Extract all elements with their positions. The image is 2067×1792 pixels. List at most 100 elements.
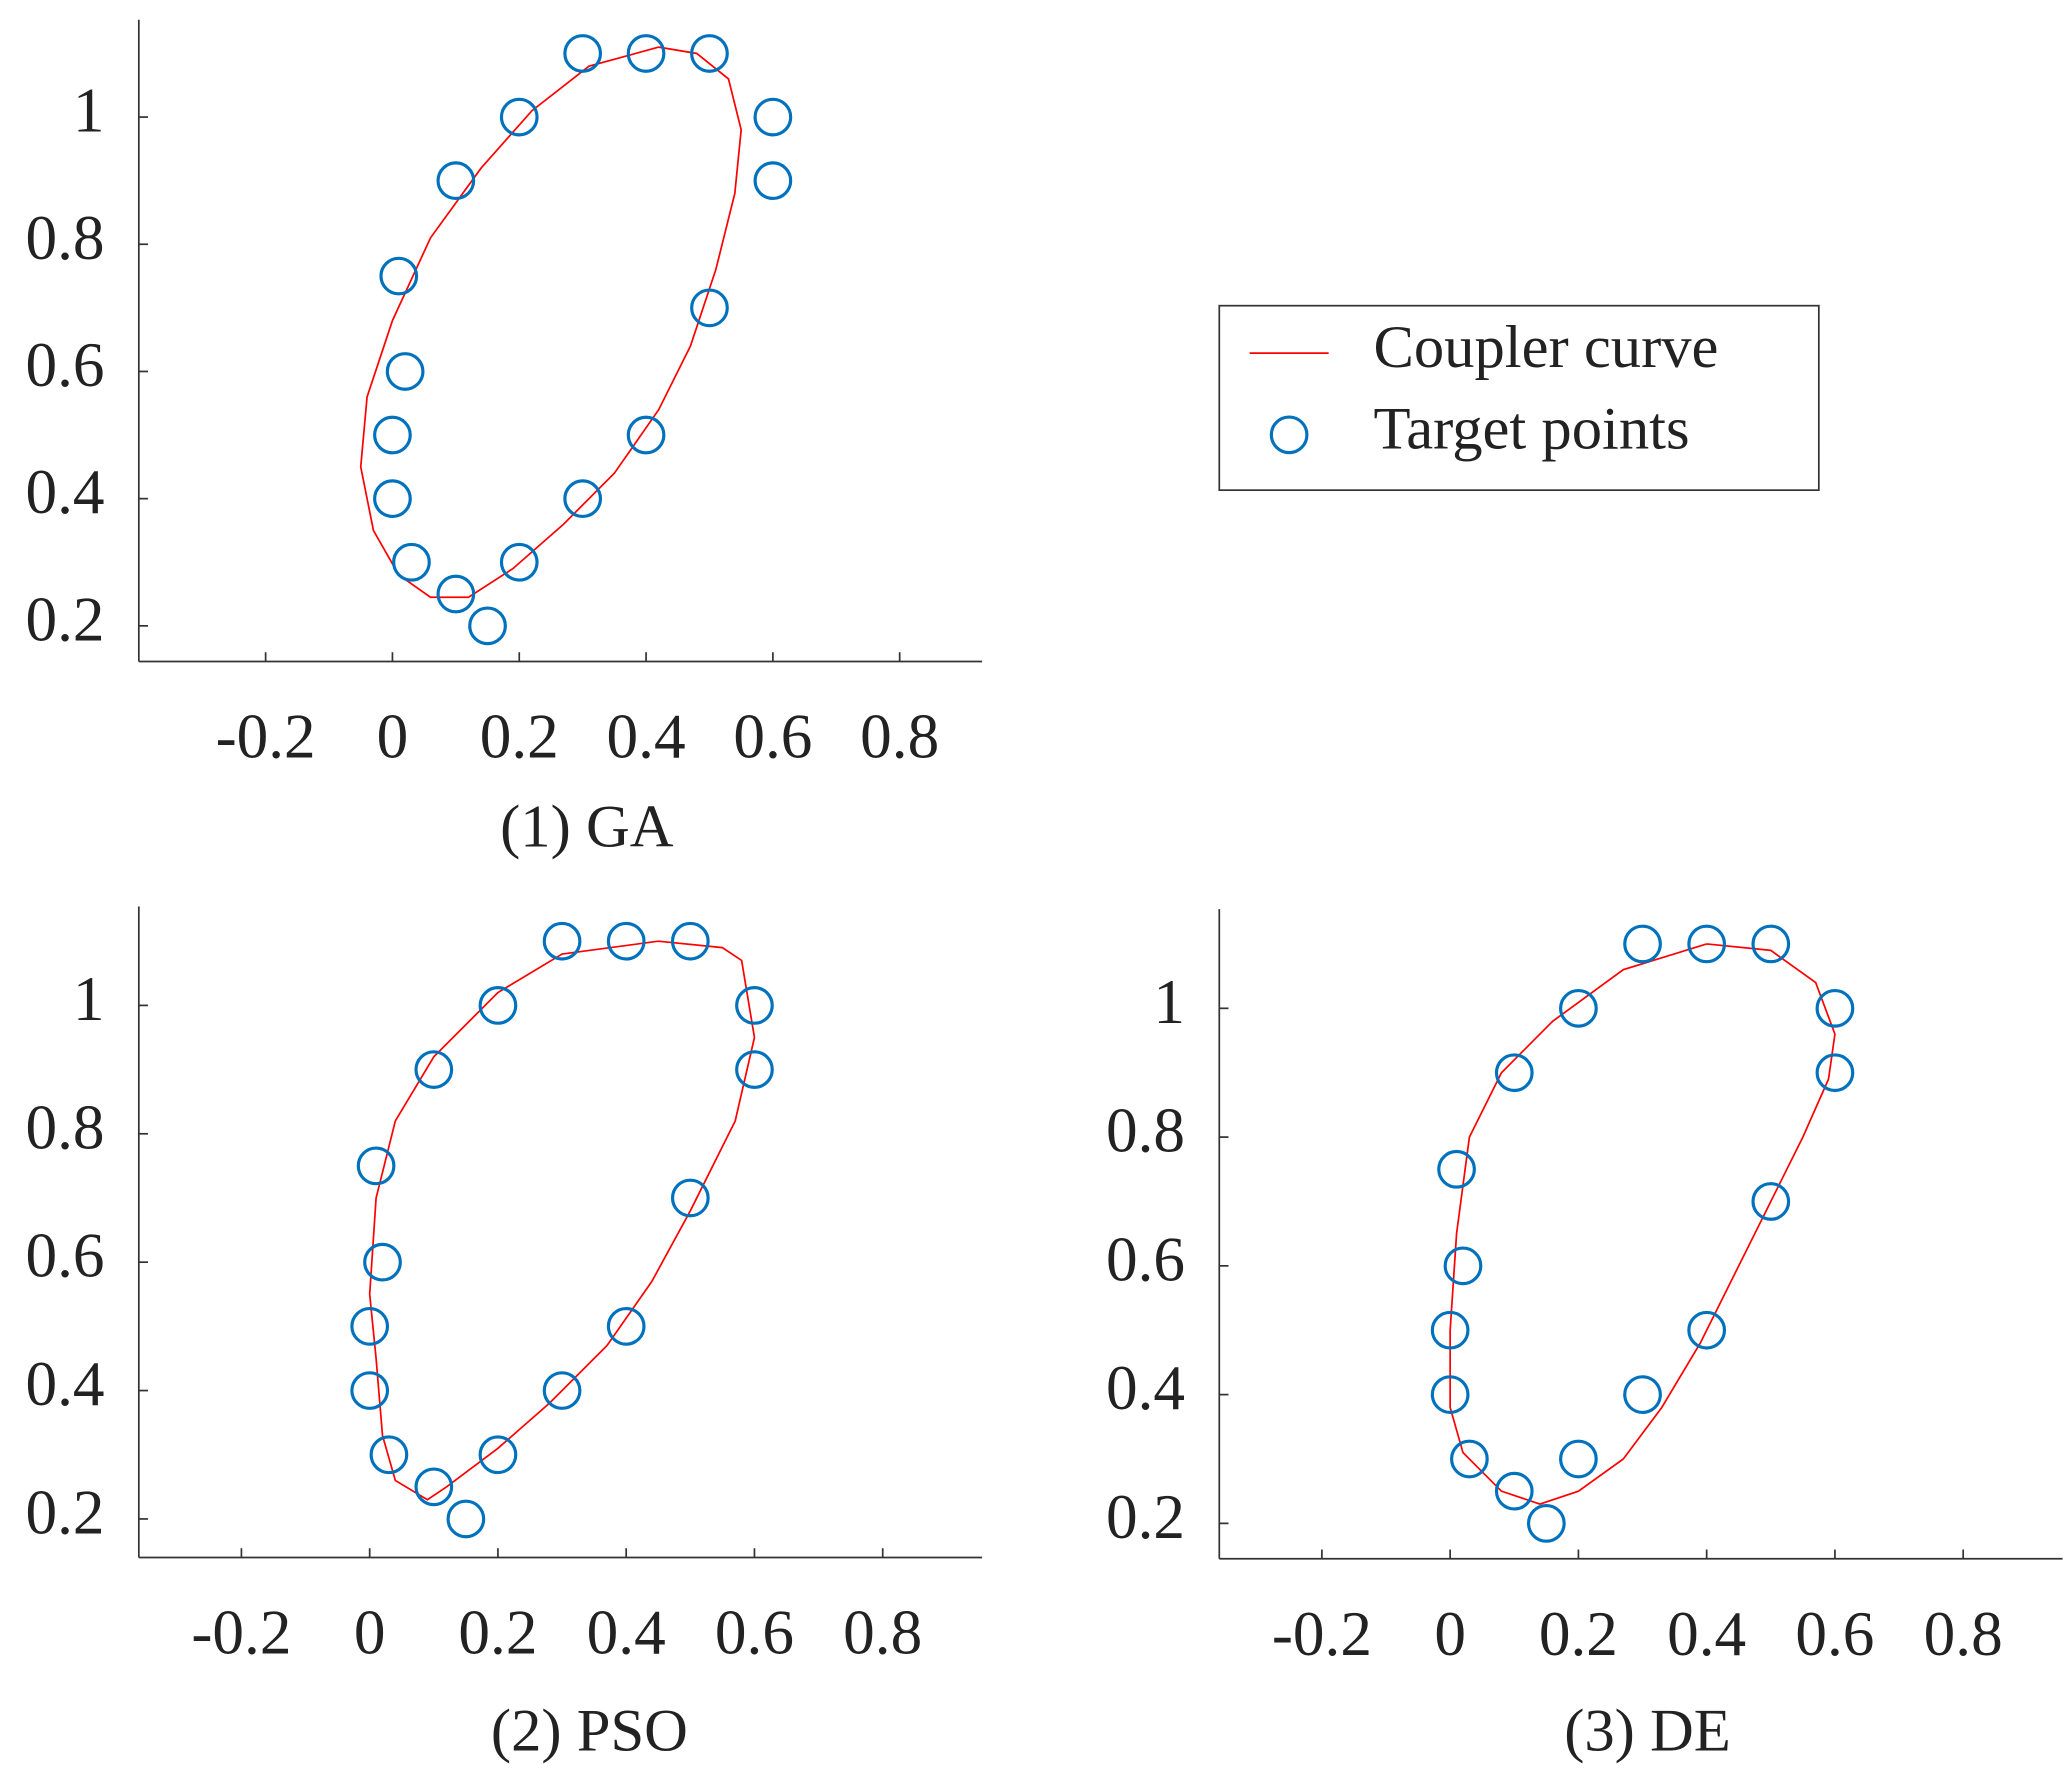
target-point <box>735 986 774 1025</box>
target-point <box>1623 924 1662 964</box>
target-point <box>373 415 412 455</box>
y-tick-label: 1 <box>73 76 105 146</box>
target-point <box>350 1371 390 1410</box>
target-point <box>670 1178 710 1218</box>
target-point <box>606 1306 646 1346</box>
target-point <box>478 986 518 1025</box>
legend-label: Target points <box>1373 396 1689 463</box>
target-point <box>1751 924 1791 964</box>
target-point <box>606 921 646 961</box>
target-point <box>626 415 666 455</box>
y-tick-label: 0.2 <box>26 584 105 654</box>
target-point <box>1559 988 1598 1028</box>
x-tick-label: 0.6 <box>733 702 812 772</box>
target-point <box>414 1050 454 1089</box>
target-point <box>542 921 582 961</box>
x-tick-label: 0.8 <box>860 702 939 772</box>
target-point <box>468 606 507 646</box>
target-point <box>735 1050 774 1089</box>
x-tick-label: 0.8 <box>1924 1599 2003 1669</box>
subplot-title: (3) DE <box>1564 1698 1731 1765</box>
y-tick-label: 0.6 <box>26 1221 105 1291</box>
subplot: -0.2 0 0.2 0.4 0.6 0.8 0.2 0.4 0.6 0.8 1 (3) DE <box>1106 909 2063 1765</box>
target-point <box>385 352 425 391</box>
target-point <box>1494 1471 1534 1511</box>
y-tick-label: 0.2 <box>26 1477 105 1547</box>
y-tick-label: 0.4 <box>1106 1353 1185 1423</box>
target-point <box>1623 1375 1662 1414</box>
target-point <box>563 479 603 519</box>
legend-label: Coupler curve <box>1373 314 1718 381</box>
x-tick-label: 0.4 <box>1667 1599 1746 1669</box>
subplot-title: (2) PSO <box>491 1698 688 1765</box>
target-point <box>1494 1053 1534 1093</box>
target-point <box>626 34 666 73</box>
target-point <box>379 256 419 296</box>
target-point <box>1687 924 1727 964</box>
target-point <box>373 479 412 519</box>
target-point <box>436 161 476 201</box>
target-point <box>1815 1053 1855 1093</box>
target-point <box>1437 1149 1476 1189</box>
legend-box <box>1218 304 1820 492</box>
x-tick-label: 0 <box>1434 1599 1466 1669</box>
target-point <box>446 1499 486 1539</box>
x-tick-label: 0 <box>377 702 409 772</box>
coupler-curve <box>359 46 743 599</box>
target-point <box>350 1306 390 1346</box>
target-point <box>1815 988 1855 1028</box>
target-point <box>1430 1310 1470 1350</box>
y-tick-label: 0.6 <box>26 330 105 400</box>
x-tick-label: 0.6 <box>1795 1599 1874 1669</box>
target-point <box>369 1435 409 1475</box>
subplot: -0.2 0 0.2 0.4 0.6 0.8 0.2 0.4 0.6 0.8 1 (1) GA <box>26 19 983 861</box>
coupler-curve <box>1449 943 1836 1505</box>
x-tick-label: -0.2 <box>191 1598 291 1668</box>
y-tick-label: 1 <box>73 964 105 1034</box>
target-point <box>1430 1375 1470 1414</box>
target-point <box>436 574 476 614</box>
target-point <box>356 1146 396 1186</box>
x-tick-label: 0.2 <box>1539 1599 1618 1669</box>
target-point <box>690 34 729 73</box>
legend-marker <box>1269 415 1309 455</box>
x-tick-label: 0.4 <box>607 702 686 772</box>
target-point <box>1526 1503 1566 1543</box>
x-tick-label: 0.6 <box>715 1598 794 1668</box>
x-tick-label: 0.8 <box>843 1598 922 1668</box>
x-tick-label: 0.2 <box>480 702 559 772</box>
target-point <box>542 1371 582 1410</box>
x-tick-label: 0.2 <box>458 1598 537 1668</box>
target-point <box>1450 1439 1489 1479</box>
y-tick-label: 1 <box>1153 967 1185 1037</box>
target-point <box>690 288 729 328</box>
legend: Coupler curve Target points <box>1218 304 1820 492</box>
x-tick-label: 0.4 <box>587 1598 666 1668</box>
subplot-title: (1) GA <box>500 794 674 861</box>
target-point <box>414 1467 454 1507</box>
y-tick-label: 0.6 <box>1106 1224 1185 1294</box>
target-point <box>670 921 710 961</box>
x-tick-label: -0.2 <box>1272 1599 1372 1669</box>
y-tick-label: 0.2 <box>1106 1482 1185 1552</box>
target-point <box>1443 1246 1483 1286</box>
coupler-curve <box>368 940 756 1501</box>
x-tick-label: -0.2 <box>216 702 316 772</box>
target-point <box>1559 1439 1598 1479</box>
target-point <box>1751 1182 1791 1221</box>
target-point <box>499 97 539 137</box>
target-point <box>392 542 431 582</box>
x-tick-label: 0 <box>354 1598 386 1668</box>
target-point <box>478 1435 518 1475</box>
target-point <box>563 34 603 73</box>
y-tick-label: 0.4 <box>26 457 105 527</box>
y-tick-label: 0.8 <box>26 203 105 273</box>
target-point <box>753 97 793 137</box>
y-tick-label: 0.8 <box>26 1092 105 1162</box>
y-tick-label: 0.4 <box>26 1349 105 1419</box>
target-point <box>753 161 793 201</box>
target-point <box>499 542 539 582</box>
y-tick-label: 0.8 <box>1106 1096 1185 1166</box>
target-point <box>1687 1310 1727 1350</box>
